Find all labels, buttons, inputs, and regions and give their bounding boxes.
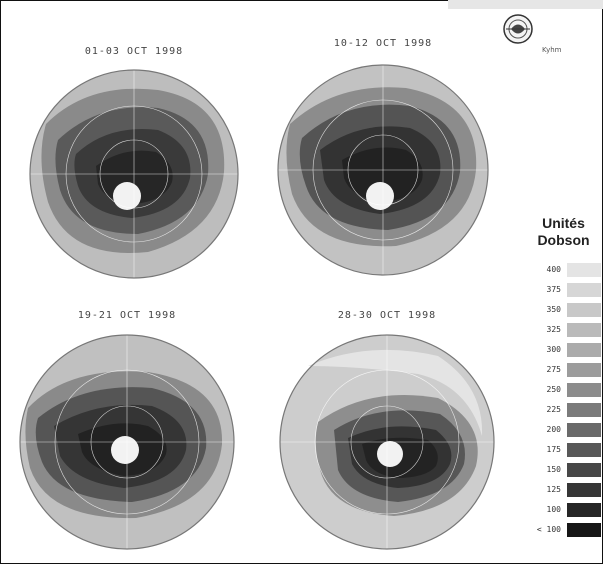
legend-item-label: 100 [546, 505, 561, 514]
legend-swatch [567, 403, 601, 417]
polar-ozone-map [29, 69, 239, 279]
panel-title: 19-21 OCT 1998 [77, 310, 177, 321]
polar-ozone-map [19, 334, 235, 550]
legend-swatch [567, 263, 601, 277]
legend-item: 175 [521, 443, 603, 457]
legend-item-label: < 100 [536, 525, 561, 534]
logo-label: Kyhm [542, 46, 562, 54]
legend-title-line2: Dobson [537, 232, 590, 248]
legend-item: 200 [521, 423, 603, 437]
legend-item-label: 150 [546, 465, 561, 474]
legend-item: < 100 [521, 523, 603, 537]
legend-item: 275 [521, 363, 603, 377]
legend-item: 300 [521, 343, 603, 357]
organization-emblem-icon [503, 14, 533, 44]
legend-swatch [567, 383, 601, 397]
legend-item: 350 [521, 303, 603, 317]
map-panel-3: 19-21 OCT 1998 [18, 310, 236, 562]
top-strip [448, 0, 603, 9]
legend-item-label: 125 [546, 485, 561, 494]
legend-swatch [567, 363, 601, 377]
legend-item-label: 175 [546, 445, 561, 454]
legend-swatch [567, 503, 601, 517]
legend-item: 400 [521, 263, 603, 277]
legend-swatch [567, 323, 601, 337]
legend-item: 225 [521, 403, 603, 417]
legend-item-label: 325 [546, 325, 561, 334]
legend-swatch [567, 483, 601, 497]
map-panel-2: 10-12 OCT 1998 [276, 38, 490, 292]
panel-title: 10-12 OCT 1998 [333, 38, 433, 49]
legend-swatch [567, 283, 601, 297]
map-panel-4: 28-30 OCT 1998 [278, 310, 496, 562]
legend-title: Unités Dobson [524, 215, 603, 249]
legend-swatch [567, 303, 601, 317]
panel-title: 01-03 OCT 1998 [84, 46, 184, 57]
legend-item: 125 [521, 483, 603, 497]
legend-swatch [567, 463, 601, 477]
legend-item: 375 [521, 283, 603, 297]
legend-swatch [567, 343, 601, 357]
legend-item-label: 250 [546, 385, 561, 394]
polar-ozone-map [279, 334, 495, 550]
legend-swatch [567, 523, 601, 537]
color-scale-legend: 400 375 350 325 300 275 250 225 200 175 150 125 100 <… [521, 263, 603, 543]
legend-item-label: 200 [546, 425, 561, 434]
legend-item-label: 375 [546, 285, 561, 294]
legend-item-label: 225 [546, 405, 561, 414]
legend-title-line1: Unités [542, 215, 585, 231]
polar-ozone-map [277, 64, 489, 276]
legend-item: 250 [521, 383, 603, 397]
legend-swatch [567, 443, 601, 457]
legend-swatch [567, 423, 601, 437]
legend-item: 100 [521, 503, 603, 517]
legend-item-label: 350 [546, 305, 561, 314]
map-panel-1: 01-03 OCT 1998 [28, 46, 240, 296]
legend-item: 150 [521, 463, 603, 477]
legend-item-label: 400 [546, 265, 561, 274]
legend-item-label: 275 [546, 365, 561, 374]
panel-title: 28-30 OCT 1998 [337, 310, 437, 321]
legend-item-label: 300 [546, 345, 561, 354]
legend-item: 325 [521, 323, 603, 337]
